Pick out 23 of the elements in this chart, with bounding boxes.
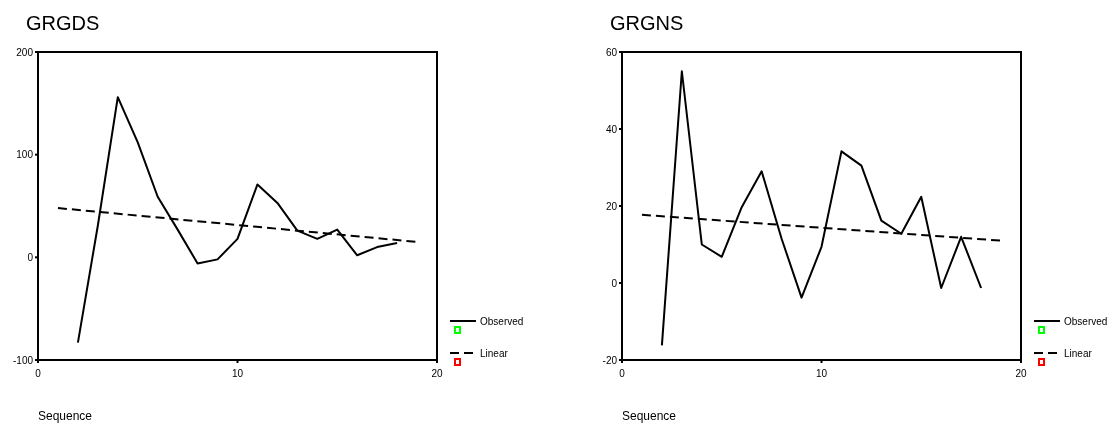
y-tick-label: 100 <box>16 149 34 161</box>
y-tick-label: 0 <box>611 277 618 289</box>
x-axis-title: Sequence <box>38 409 93 423</box>
y-tick-label: -100 <box>12 354 34 366</box>
y-tick-label: 60 <box>605 46 618 58</box>
legend-label: Linear <box>1064 348 1093 359</box>
x-tick-label: 10 <box>231 368 244 379</box>
y-tick-label: 200 <box>16 46 34 58</box>
x-tick-label: 10 <box>815 368 828 379</box>
x-tick-label: 20 <box>431 368 443 379</box>
y-tick-label: 40 <box>605 123 618 135</box>
y-tick-label: 0 <box>27 251 34 263</box>
y-tick-label: 20 <box>605 200 618 212</box>
legend-label: Observed <box>1064 316 1108 327</box>
x-tick-label: 0 <box>619 368 626 379</box>
x-tick-label: 0 <box>35 368 42 379</box>
y-tick-label: -20 <box>602 354 618 366</box>
x-axis-title: Sequence <box>622 409 677 423</box>
chart-title: GRGDS <box>26 12 100 34</box>
x-tick-label: 20 <box>1015 368 1027 379</box>
legend-label: Observed <box>480 316 524 327</box>
legend-label: Linear <box>480 348 509 359</box>
chart-title: GRGNS <box>610 12 684 34</box>
